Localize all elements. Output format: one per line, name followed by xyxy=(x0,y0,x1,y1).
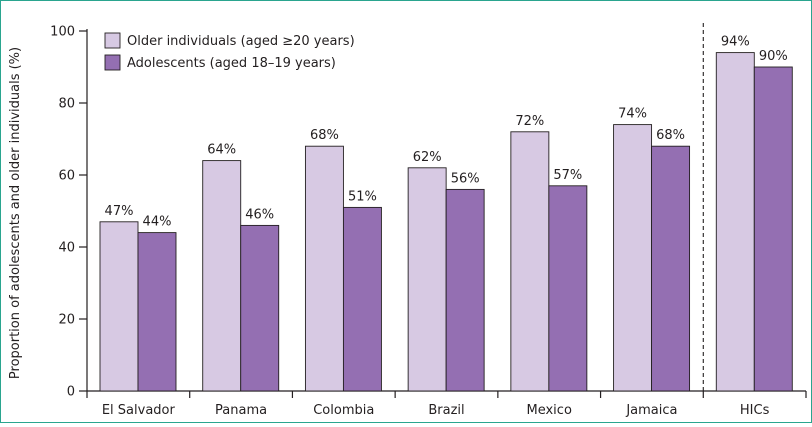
value-label-jamaica-older: 74% xyxy=(618,107,647,122)
value-labels: 47% 44% 64% 46% 68% 51% 62% 56% 72% 57% 74% 68% 94% 9… xyxy=(105,35,788,230)
bar-jamaica-adolescents xyxy=(651,145,691,392)
legend-label-older: Older individuals (aged ≥20 years) xyxy=(127,34,355,49)
value-label-hics-older: 94% xyxy=(721,35,750,50)
legend-label-adolescents: Adolescents (aged 18–19 years) xyxy=(127,56,336,71)
value-label-el-salvador-adolescents: 44% xyxy=(143,215,172,230)
value-label-colombia-adolescents: 51% xyxy=(348,189,377,204)
bar-hics-older xyxy=(715,52,755,392)
value-label-mexico-older: 72% xyxy=(515,114,544,129)
y-tick-label: 40 xyxy=(58,241,75,256)
x-tick-label-jamaica: Jamaica xyxy=(625,403,677,418)
bar-colombia-adolescents xyxy=(342,206,382,392)
y-axis-label: Proportion of adolescents and older indi… xyxy=(8,47,23,379)
value-label-colombia-older: 68% xyxy=(310,128,339,143)
bar-el-salvador-adolescents xyxy=(137,232,177,392)
value-label-panama-older: 64% xyxy=(207,143,236,158)
bar-mexico-adolescents xyxy=(548,185,588,392)
legend-swatch-older xyxy=(104,32,121,49)
bars xyxy=(99,52,793,392)
y-tick-label: 100 xyxy=(50,25,75,40)
value-label-mexico-adolescents: 57% xyxy=(553,168,582,183)
bar-hics-adolescents xyxy=(753,66,793,392)
value-label-el-salvador-older: 47% xyxy=(105,204,134,219)
bar-el-salvador-older xyxy=(99,221,139,392)
y-tick-label: 0 xyxy=(67,385,75,400)
x-tick-label-hics: HICs xyxy=(740,403,770,418)
x-tick-label-colombia: Colombia xyxy=(313,403,374,418)
bar-panama-adolescents xyxy=(240,224,280,392)
bar-brazil-older xyxy=(407,167,447,392)
bar-colombia-older xyxy=(304,145,344,392)
value-label-brazil-older: 62% xyxy=(413,150,442,165)
y-tick-label: 80 xyxy=(58,97,75,112)
value-label-panama-adolescents: 46% xyxy=(245,207,274,222)
x-tick-label-brazil: Brazil xyxy=(428,403,464,418)
value-label-jamaica-adolescents: 68% xyxy=(656,128,685,143)
legend: Older individuals (aged ≥20 years) Adoles… xyxy=(104,32,355,71)
value-label-hics-adolescents: 90% xyxy=(759,49,788,64)
y-tick-label: 60 xyxy=(58,169,75,184)
x-tick-label-el-salvador: El Salvador xyxy=(102,403,176,418)
bar-brazil-adolescents xyxy=(445,188,485,392)
legend-swatch-adolescents xyxy=(104,54,121,71)
y-tick-label: 20 xyxy=(58,313,75,328)
bar-mexico-older xyxy=(510,131,550,392)
bar-jamaica-older xyxy=(613,124,653,392)
value-label-brazil-adolescents: 56% xyxy=(451,171,480,186)
x-tick-label-mexico: Mexico xyxy=(527,403,572,418)
x-tick-label-panama: Panama xyxy=(215,403,267,418)
bar-panama-older xyxy=(202,160,242,392)
